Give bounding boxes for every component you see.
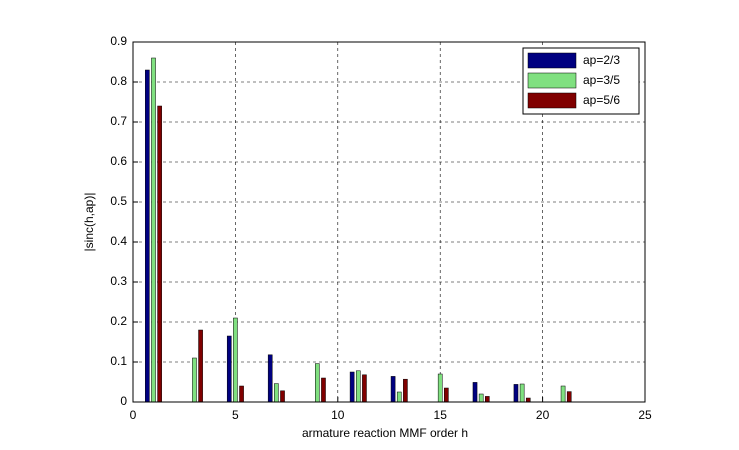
y-tick-label: 0.6 [110, 154, 127, 168]
bar [151, 57, 156, 403]
legend-label: ap=5/6 [583, 93, 620, 107]
bar [280, 390, 285, 403]
x-tick-label: 5 [232, 408, 239, 422]
bar [157, 105, 162, 403]
y-tick-label: 0.7 [110, 114, 127, 128]
bar [267, 354, 273, 403]
legend-swatch [527, 92, 577, 109]
y-axis-label: |sinc(h,ap)| [82, 193, 96, 252]
y-tick-label: 0.3 [110, 274, 127, 288]
x-tick-label: 15 [434, 408, 448, 422]
x-tick-label: 25 [638, 408, 652, 422]
bar [485, 396, 490, 403]
bar [355, 370, 361, 403]
y-tick-label: 0.2 [110, 314, 127, 328]
bar [145, 69, 150, 403]
y-tick-label: 0 [120, 394, 127, 408]
y-tick-label: 0.8 [110, 74, 127, 88]
bar [525, 397, 531, 403]
bar [362, 374, 367, 403]
x-axis-label: armature reaction MMF order h [302, 426, 468, 440]
x-tick-label: 0 [130, 408, 137, 422]
bar [349, 371, 355, 403]
bar [437, 373, 443, 403]
bar [403, 378, 408, 403]
bar [192, 357, 197, 403]
bar [198, 329, 203, 403]
bar [315, 363, 320, 403]
legend-swatch [527, 72, 577, 89]
y-tick-label: 0.1 [110, 354, 127, 368]
bar [233, 317, 238, 403]
bar [226, 335, 232, 403]
bar [390, 376, 396, 403]
bar [396, 391, 402, 403]
bar [274, 383, 279, 403]
y-tick-label: 0.4 [110, 234, 127, 248]
x-tick-label: 20 [536, 408, 550, 422]
y-tick-label: 0.5 [110, 194, 127, 208]
bar [239, 385, 244, 403]
bar [566, 391, 572, 403]
legend-label: ap=3/5 [583, 73, 620, 87]
x-tick-label: 10 [331, 408, 345, 422]
bar [321, 377, 326, 403]
bar [513, 384, 519, 403]
bar [444, 387, 449, 403]
legend-swatch [527, 52, 577, 69]
bar [560, 385, 566, 403]
bar [519, 383, 525, 403]
bar [472, 382, 478, 403]
plot-frame [132, 41, 646, 403]
bar [478, 393, 484, 403]
y-tick-label: 0.9 [110, 34, 127, 48]
legend-label: ap=2/3 [583, 53, 620, 67]
